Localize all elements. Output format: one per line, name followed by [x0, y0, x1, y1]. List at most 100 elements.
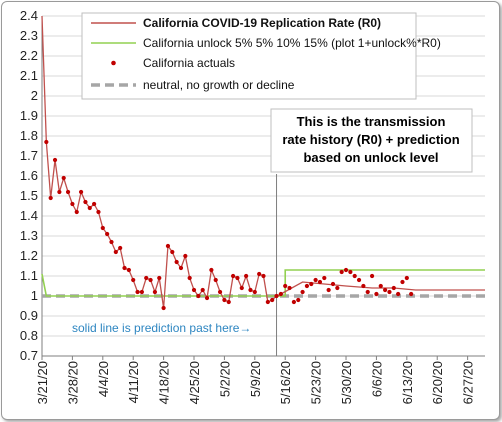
y-tick-label: 2.1 — [20, 68, 38, 83]
callout-line: This is the transmission — [297, 114, 446, 129]
x-tick-label: 4/25/20 — [187, 361, 202, 404]
y-tick-label: 0.7 — [20, 348, 38, 363]
actual-point — [369, 273, 375, 279]
actual-point — [170, 249, 175, 255]
callout-box: This is the transmission rate history (R0… — [270, 108, 473, 173]
y-tick-label: 0.8 — [20, 328, 38, 343]
x-tick-label: 6/6/20 — [369, 361, 384, 397]
actual-point — [174, 259, 179, 265]
actual-point — [139, 289, 144, 295]
actual-point — [343, 267, 349, 273]
legend-label-unlock: California unlock 5% 5% 10% 15% (plot 1+… — [143, 36, 441, 50]
actual-point — [78, 189, 84, 195]
actual-point — [152, 289, 158, 295]
y-tick-label: 1.6 — [20, 168, 38, 183]
x-tick-label: 4/18/20 — [157, 361, 172, 404]
actual-point — [96, 209, 101, 215]
actual-point — [83, 199, 88, 205]
actual-point — [348, 269, 353, 275]
actual-point — [204, 295, 210, 301]
actual-point — [283, 283, 288, 289]
actual-point — [61, 175, 66, 181]
actual-point — [317, 279, 323, 285]
actual-point — [252, 289, 257, 295]
y-tick-label: 0.9 — [20, 308, 38, 323]
actual-point — [356, 277, 362, 283]
actual-point — [209, 267, 214, 273]
actual-point — [365, 289, 370, 295]
actual-point — [92, 201, 97, 207]
y-tick-label: 1 — [31, 288, 38, 303]
legend-label-neutral: neutral, no growth or decline — [143, 78, 295, 92]
actual-point — [296, 297, 301, 303]
actual-point — [378, 283, 383, 289]
actual-point — [300, 289, 305, 295]
y-tick-label: 2 — [31, 88, 38, 103]
actual-point — [187, 275, 192, 281]
y-tick-label: 2.4 — [20, 8, 38, 23]
actual-point — [265, 299, 270, 305]
actual-point — [165, 243, 171, 249]
prediction-note: solid line is prediction past here→ — [72, 321, 251, 335]
actual-point — [304, 283, 310, 289]
actual-point — [226, 299, 231, 305]
x-tick-label: 5/2/20 — [217, 361, 232, 397]
x-tick-label: 6/20/20 — [430, 361, 445, 404]
y-tick-label: 1.4 — [20, 208, 38, 223]
actual-point — [361, 283, 366, 289]
x-tick-label: 5/23/20 — [309, 361, 324, 404]
actual-point — [217, 289, 223, 295]
x-tick-label: 6/13/20 — [400, 361, 415, 404]
actual-point — [44, 139, 49, 145]
actual-point — [274, 293, 279, 299]
legend-label-actuals: California actuals — [143, 56, 235, 70]
actual-point — [322, 275, 327, 281]
actual-point — [126, 267, 131, 273]
actual-point — [144, 275, 149, 281]
x-tick-label: 3/28/20 — [65, 361, 80, 404]
actual-point — [178, 265, 184, 271]
actual-point — [352, 273, 357, 279]
actual-point — [244, 273, 249, 279]
y-tick-label: 1.8 — [20, 128, 38, 143]
actual-point — [200, 287, 205, 293]
actual-point — [157, 275, 162, 281]
actual-point — [105, 231, 110, 237]
actual-point — [213, 277, 218, 283]
actual-point — [48, 195, 53, 201]
actual-point — [109, 239, 114, 245]
unlock-line — [41, 269, 485, 297]
y-tick-label: 1.1 — [20, 268, 38, 283]
callout-line: based on unlock level — [303, 150, 438, 165]
y-tick-label: 1.9 — [20, 108, 38, 123]
callout-rect — [270, 108, 473, 173]
axes — [41, 16, 485, 360]
actual-point — [148, 277, 153, 283]
legend-label-r0: California COVID-19 Replication Rate (R0… — [143, 16, 381, 30]
actual-point — [309, 281, 314, 287]
y-tick-label: 1.3 — [20, 228, 38, 243]
x-tick-label: 5/9/20 — [248, 361, 263, 397]
actual-point — [257, 271, 262, 277]
actual-point — [404, 275, 409, 281]
actual-point — [335, 285, 340, 291]
x-tick-label: 6/27/20 — [461, 361, 476, 404]
actual-point — [374, 291, 379, 297]
actual-point — [330, 281, 336, 287]
actual-point — [326, 287, 331, 293]
y-tick-label: 1.2 — [20, 248, 38, 263]
actual-point — [287, 285, 292, 291]
callout-line: rate history (R0) + prediction — [282, 132, 459, 147]
actual-point — [339, 269, 344, 275]
actual-point — [100, 225, 105, 231]
y-tick-label: 1.5 — [20, 188, 38, 203]
actual-point — [230, 273, 236, 279]
actual-point — [113, 249, 118, 255]
y-tick-labels: 0.7 0.8 0.9 1 1.1 1.2 1.3 1.4 1.5 1.6 1.7 1.8 1.9 2 2.… — [20, 8, 38, 363]
actual-point — [122, 265, 127, 271]
actual-point — [65, 189, 71, 195]
actual-point — [118, 245, 123, 251]
actual-point — [135, 289, 140, 295]
